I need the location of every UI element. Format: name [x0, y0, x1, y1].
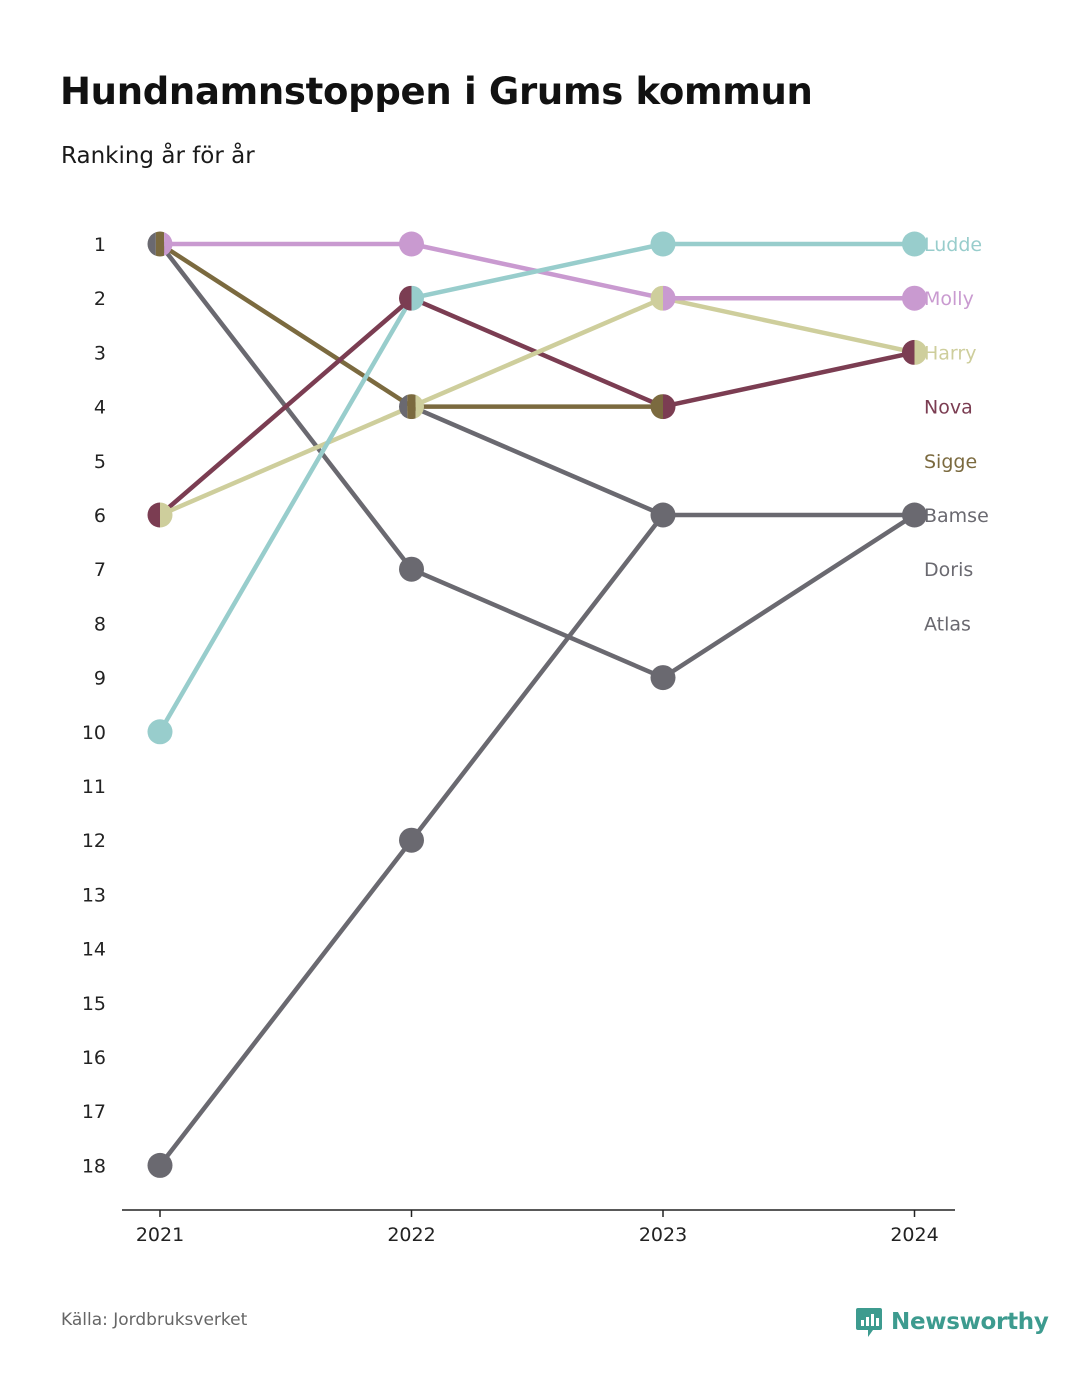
series-line-nova	[660, 350, 917, 409]
y-tick-label: 1	[94, 234, 106, 256]
data-point-doris-sigge-molly-part[interactable]	[148, 232, 173, 257]
data-point-doris-sigge-molly-part[interactable]	[147, 232, 173, 257]
x-tick-label: 2021	[136, 1224, 184, 1246]
series-lines	[157, 241, 917, 1168]
y-tick-label: 15	[82, 993, 106, 1015]
series-line-nova	[157, 295, 414, 518]
series-line-doris	[660, 512, 917, 680]
series-line-ludde	[409, 241, 666, 301]
data-point-ludde[interactable]	[902, 231, 927, 257]
data-point-atlas[interactable]	[147, 1152, 173, 1178]
y-tick-label: 6	[94, 505, 106, 527]
data-point-sigge-nova-part[interactable]	[650, 394, 676, 420]
source-note: Källa: Jordbruksverket	[61, 1310, 248, 1330]
end-label-nova: Nova	[924, 397, 973, 419]
end-label-bamse: Bamse	[924, 505, 989, 527]
series-line-harry	[409, 295, 666, 409]
data-point-harry-molly-part[interactable]	[650, 285, 676, 311]
data-point-doris[interactable]	[650, 665, 676, 691]
series-line-doris	[409, 566, 666, 680]
data-point-molly[interactable]	[902, 285, 927, 311]
data-point-molly[interactable]	[399, 231, 424, 257]
brand-name: Newsworthy	[891, 1309, 1049, 1335]
data-point-bamse-sigge-harry-part[interactable]	[399, 394, 424, 420]
y-tick-label: 14	[82, 939, 106, 961]
y-tick-label: 18	[82, 1155, 106, 1177]
data-point-ludde[interactable]	[650, 231, 676, 257]
y-tick-label: 12	[82, 830, 106, 852]
x-axis: 2021 2022 2023 2024	[136, 1210, 939, 1246]
y-tick-label: 17	[82, 1101, 106, 1123]
data-point-nova-harry-part[interactable]	[147, 502, 173, 528]
chart-title: Hundnamnstoppen i Grums kommun	[60, 70, 813, 113]
x-tick-label: 2023	[639, 1224, 687, 1246]
series-line-atlas	[409, 512, 666, 843]
y-tick-label: 7	[94, 559, 106, 581]
brand-logo[interactable]: Newsworthy	[855, 1306, 1049, 1338]
y-tick-label: 10	[82, 722, 106, 744]
y-tick-label: 13	[82, 884, 106, 906]
data-point-bamse-sigge-harry-part[interactable]	[399, 394, 424, 419]
data-point-sigge-nova-part[interactable]	[651, 394, 676, 420]
y-tick-label: 4	[94, 397, 106, 419]
data-point-nova-harry-part[interactable]	[148, 502, 173, 528]
data-point-atlas[interactable]	[399, 827, 424, 853]
data-point-bamse-sigge-harry-part[interactable]	[399, 394, 424, 419]
series-line-ludde	[157, 295, 414, 735]
data-point-doris[interactable]	[399, 556, 424, 582]
end-label-sigge: Sigge	[924, 451, 977, 473]
x-tick-label: 2024	[890, 1224, 938, 1246]
data-point-harry-molly-part[interactable]	[651, 285, 676, 311]
end-label-ludde: Ludde	[924, 234, 982, 256]
y-tick-label: 16	[82, 1047, 106, 1069]
data-point-atlas-bamse[interactable]	[650, 502, 676, 528]
end-labels: Ludde Molly Harry Nova Sigge Bamse Doris Atlas	[924, 234, 989, 635]
newsworthy-logo-icon	[856, 1308, 882, 1337]
data-point-ludde[interactable]	[147, 719, 173, 745]
series-line-harry	[660, 295, 917, 355]
y-tick-label: 11	[82, 776, 106, 798]
data-point-nova-ludde-part[interactable]	[399, 285, 424, 311]
y-tick-label: 5	[94, 451, 106, 473]
x-tick-label: 2022	[387, 1224, 435, 1246]
y-tick-label: 2	[94, 288, 106, 310]
series-line-bamse	[409, 404, 666, 518]
end-label-harry: Harry	[924, 342, 976, 364]
data-point-nova-ludde-part[interactable]	[399, 285, 424, 311]
chart-subtitle: Ranking år för år	[61, 143, 255, 169]
data-point-nova-harry-part[interactable]	[902, 339, 927, 365]
series-line-sigge	[157, 241, 414, 409]
end-label-doris: Doris	[924, 559, 973, 581]
data-point-nova-harry-part[interactable]	[902, 339, 927, 365]
data-point-atlas-doris[interactable]	[902, 502, 927, 528]
y-tick-label: 3	[94, 342, 106, 364]
series-line-atlas	[157, 837, 414, 1168]
y-tick-label: 9	[94, 668, 106, 690]
end-label-atlas: Atlas	[924, 613, 971, 635]
series-line-harry	[157, 404, 414, 518]
end-label-molly: Molly	[924, 288, 974, 310]
y-tick-label: 8	[94, 613, 106, 635]
data-point-doris-sigge-molly-part[interactable]	[148, 231, 173, 257]
series-points	[147, 231, 927, 1178]
